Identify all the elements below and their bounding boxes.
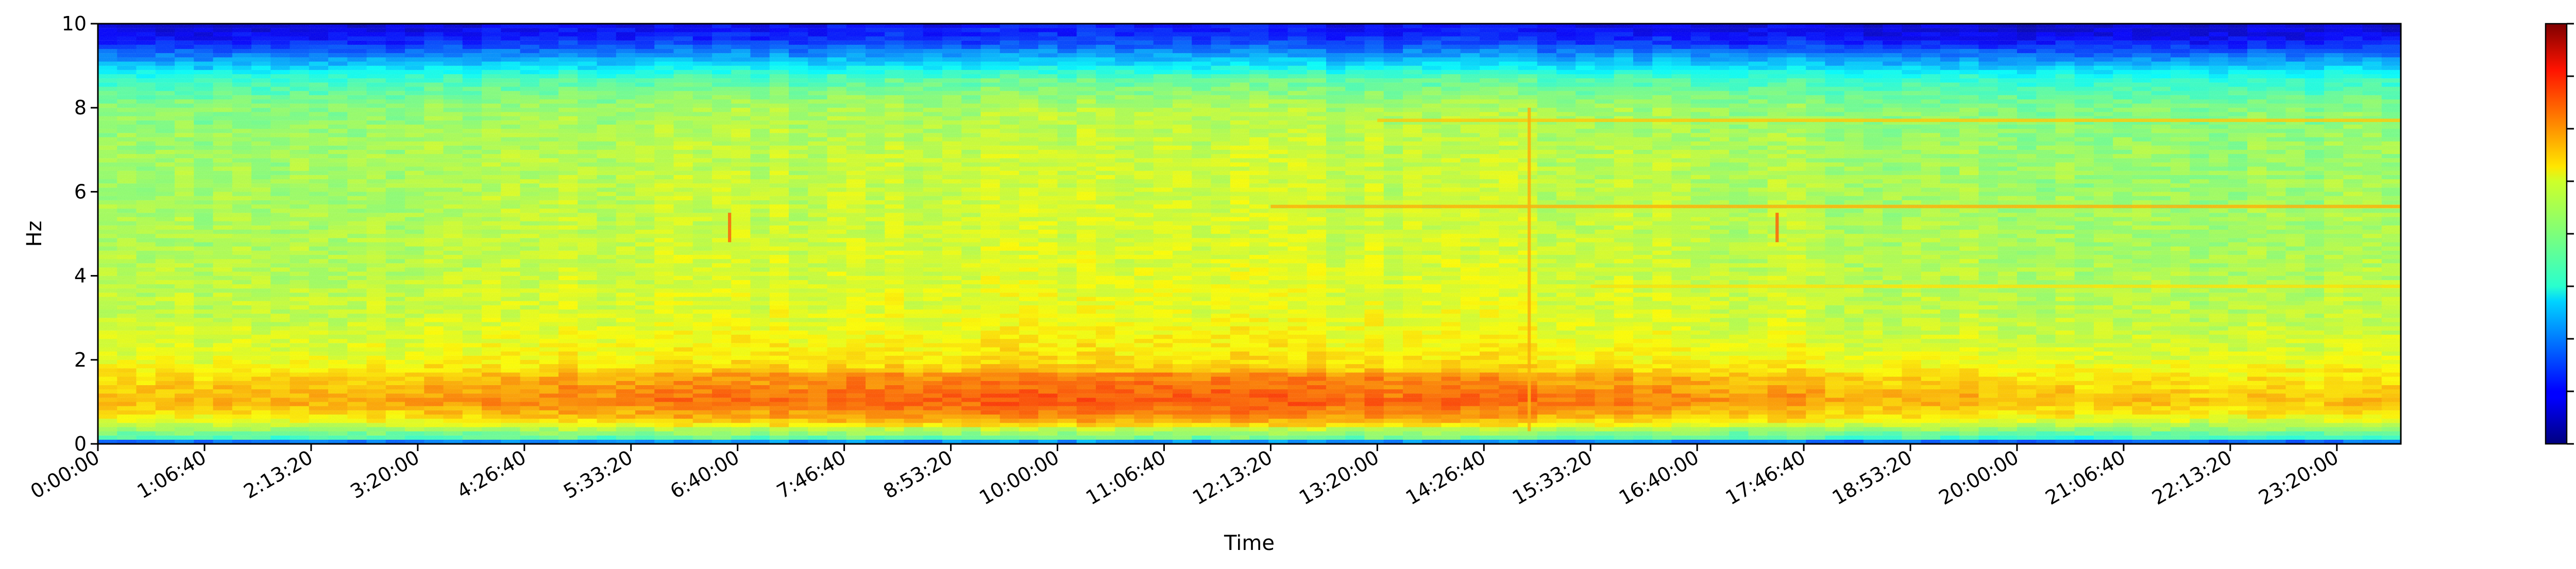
plot-area [97, 23, 2402, 445]
